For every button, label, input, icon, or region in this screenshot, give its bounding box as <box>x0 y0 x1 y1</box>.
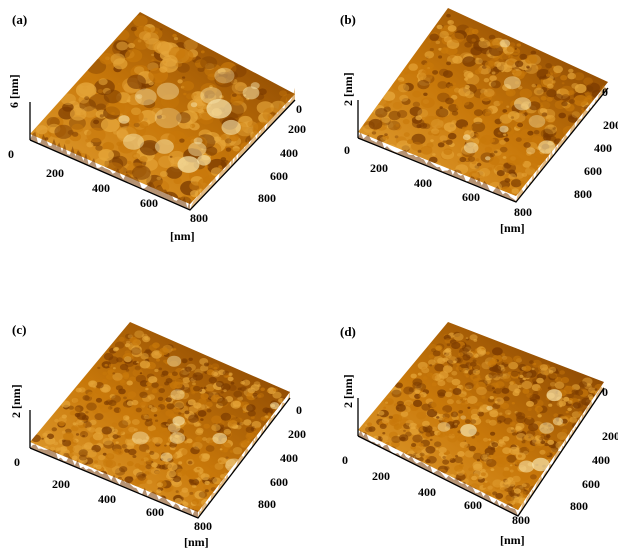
x-tick-label: 600 <box>140 196 158 210</box>
z-axis-label: 2 [nm] <box>341 374 355 408</box>
base-axes <box>29 397 291 519</box>
afm-panel-2: (b) 2 [nm] 0 200 400 600 800 0 200 400 600 800 [nm] <box>340 8 618 235</box>
x-tick-label: 600 <box>146 505 164 519</box>
y-tick-label: 0 <box>602 385 608 399</box>
y-tick-label: 0 <box>296 403 302 417</box>
base-axes <box>29 99 296 211</box>
y-tick-label: 200 <box>602 429 618 443</box>
y-tick-label: 400 <box>280 146 298 160</box>
y-tick-label: 600 <box>584 164 602 178</box>
x-tick-label: 800 <box>514 205 532 219</box>
x-tick-label: 200 <box>46 166 64 180</box>
y-tick-label: 800 <box>258 191 276 205</box>
y-tick-label: 200 <box>288 427 306 441</box>
y-tick-label: 800 <box>570 499 588 513</box>
x-tick-label: 600 <box>464 498 482 512</box>
z-zero-tick: 0 <box>14 455 20 469</box>
x-tick-label: 400 <box>92 181 110 195</box>
y-tick-label: 400 <box>280 451 298 465</box>
panel-label: (d) <box>340 324 356 339</box>
unit-label: [nm] <box>170 229 195 243</box>
x-tick-label: 400 <box>414 176 432 190</box>
x-tick-label: 200 <box>370 161 388 175</box>
y-tick-label: 800 <box>574 187 592 201</box>
x-tick-label: 200 <box>52 477 70 491</box>
z-axis-label: 2 [nm] <box>341 72 355 106</box>
afm-panel-4: (d) 2 [nm] 0 200 400 600 800 0 200 400 600 800 [nm] <box>340 322 618 547</box>
z-axis-label: 2 [nm] <box>9 384 23 418</box>
base-axes <box>357 87 609 203</box>
y-tick-label: 800 <box>258 497 276 511</box>
panel-label: (b) <box>340 12 356 27</box>
y-tick-label: 600 <box>270 475 288 489</box>
x-tick-label: 800 <box>512 513 530 527</box>
y-tick-label: 600 <box>582 477 600 491</box>
z-zero-tick: 0 <box>342 453 348 467</box>
unit-label: [nm] <box>500 221 525 235</box>
y-tick-label: 0 <box>296 102 302 116</box>
unit-label: [nm] <box>184 535 209 548</box>
base-axes <box>357 387 605 517</box>
z-axis-label: 6 [nm] <box>7 74 21 108</box>
y-tick-label: 0 <box>602 85 608 99</box>
unit-label: [nm] <box>500 533 525 547</box>
afm-panel-1: (a) 6 [nm] 0 200 400 600 800 0 200 400 600 800 [nm] <box>7 12 306 243</box>
y-tick-label: 400 <box>594 141 612 155</box>
y-tick-label: 200 <box>288 122 306 136</box>
z-zero-tick: 0 <box>8 147 14 161</box>
y-tick-label: 600 <box>270 169 288 183</box>
x-tick-label: 800 <box>194 519 212 533</box>
z-zero-tick: 0 <box>344 143 350 157</box>
x-tick-label: 400 <box>98 492 116 506</box>
x-tick-label: 800 <box>190 211 208 225</box>
afm-surface <box>30 12 295 204</box>
x-tick-label: 400 <box>418 485 436 499</box>
afm-panel-3: (c) 2 [nm] 0 200 400 600 800 0 200 400 600 800 [nm] <box>9 322 306 548</box>
panel-label: (c) <box>12 322 26 337</box>
x-tick-label: 200 <box>372 469 390 483</box>
x-tick-label: 600 <box>462 190 480 204</box>
panel-label: (a) <box>12 12 27 27</box>
y-tick-label: 400 <box>592 453 610 467</box>
y-tick-label: 200 <box>603 118 618 132</box>
